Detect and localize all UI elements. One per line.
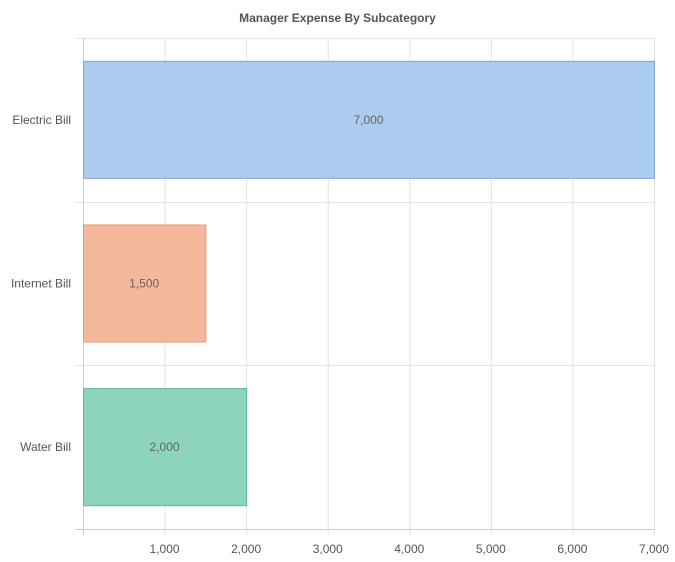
bar <box>83 224 207 343</box>
category-label: Water Bill <box>20 440 71 454</box>
data-label: 2,000 <box>150 440 180 454</box>
x-tick-label: 7,000 <box>639 542 669 556</box>
category-label: Electric Bill <box>12 113 71 127</box>
labels: 1,000 2,000 3,000 4,000 5,000 6,000 7,000 Elect… <box>11 113 669 556</box>
bars <box>83 60 655 507</box>
x-tick-label: 5,000 <box>476 542 506 556</box>
x-tick-label: 6,000 <box>557 542 587 556</box>
chart-title: Manager Expense By Subcategory <box>239 11 436 25</box>
category-label: Internet Bill <box>11 277 71 291</box>
data-label: 1,500 <box>129 277 159 291</box>
data-label: 7,000 <box>353 113 383 127</box>
x-tick-label: 2,000 <box>231 542 261 556</box>
x-tick-label: 4,000 <box>394 542 424 556</box>
bar <box>83 60 655 179</box>
x-tick-label: 3,000 <box>313 542 343 556</box>
bar <box>83 388 248 507</box>
x-tick-label: 1,000 <box>150 542 180 556</box>
